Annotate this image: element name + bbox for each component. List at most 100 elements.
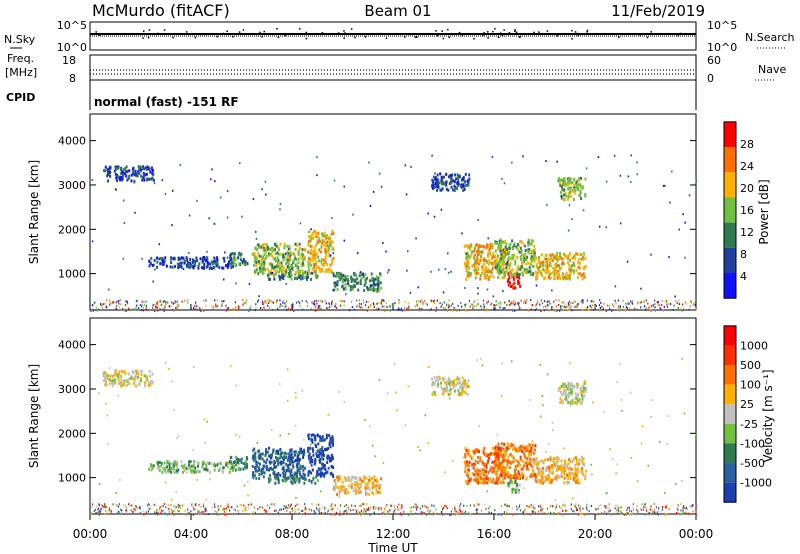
echo-cell xyxy=(345,277,348,281)
echo-cell xyxy=(517,461,520,465)
echo-cell xyxy=(520,474,523,478)
echo-cell xyxy=(686,507,688,510)
echo-cell xyxy=(488,456,491,460)
echo-cell xyxy=(211,506,213,509)
echo-cell xyxy=(399,513,401,516)
echo-cell xyxy=(374,283,377,287)
echo-cell xyxy=(116,166,119,170)
echo-cell xyxy=(254,257,257,261)
echo-cell xyxy=(271,453,274,457)
echo-cell xyxy=(173,513,175,516)
echo-cell xyxy=(262,271,265,275)
echo-cell xyxy=(236,460,239,464)
echo-cell xyxy=(302,456,305,460)
echo-cell xyxy=(474,261,477,265)
echo-cell xyxy=(380,308,382,311)
echo-cell xyxy=(541,302,544,305)
echo-cell xyxy=(282,471,285,475)
echo-cell xyxy=(175,306,177,309)
echo-cell xyxy=(572,255,575,259)
echo-cell xyxy=(303,255,306,259)
echo-cell xyxy=(329,456,332,460)
echo-cell xyxy=(528,449,531,453)
echo-cell xyxy=(91,503,94,506)
echo-cell xyxy=(508,266,511,270)
echo-cell xyxy=(576,477,579,481)
echo-cell xyxy=(151,467,154,471)
echo-cell xyxy=(410,510,412,513)
echo-cell xyxy=(421,308,423,311)
echo-cell xyxy=(675,511,678,514)
echo-cell xyxy=(426,303,429,306)
echo-cell xyxy=(458,508,460,511)
echo-cell xyxy=(239,504,241,507)
echo-cell xyxy=(181,504,183,507)
echo-cell xyxy=(294,505,296,508)
xtick-label: 12:00 xyxy=(376,527,411,541)
echo-cell xyxy=(311,459,314,463)
echo-cell xyxy=(302,452,305,456)
echo-cell xyxy=(257,299,259,302)
echo-cell xyxy=(573,185,576,189)
nsky-point xyxy=(416,36,418,38)
echo-cell xyxy=(205,463,208,467)
echo-cell xyxy=(331,246,334,250)
echo-cell xyxy=(131,369,134,373)
echo-cell xyxy=(104,503,106,506)
nsky-point xyxy=(263,30,265,33)
echo-cell xyxy=(270,247,273,251)
echo-cell xyxy=(343,486,346,490)
echo-cell xyxy=(423,512,425,515)
echo-cell xyxy=(549,309,551,312)
echo-cell xyxy=(532,239,535,243)
echo-cell xyxy=(102,506,104,509)
echo-cell xyxy=(307,262,310,266)
echo-cell xyxy=(279,275,282,279)
echo-cell xyxy=(515,245,518,249)
echo-cell xyxy=(522,259,525,263)
echo-cell xyxy=(473,246,476,250)
echo-cell xyxy=(294,242,297,246)
echo-cell xyxy=(401,309,403,312)
echo-cell xyxy=(91,240,94,243)
echo-cell xyxy=(393,505,396,508)
echo-cell xyxy=(466,256,469,260)
echo-cell xyxy=(540,271,543,275)
echo-cell xyxy=(283,242,286,246)
echo-cell xyxy=(301,450,304,454)
echo-cell xyxy=(196,462,199,466)
echo-cell xyxy=(474,479,477,483)
echo-cell xyxy=(431,180,434,184)
echo-cell xyxy=(327,466,330,470)
echo-cell xyxy=(297,250,300,254)
echo-cell xyxy=(528,457,531,461)
echo-cell xyxy=(494,307,497,310)
echo-cell xyxy=(487,262,490,266)
echo-cell xyxy=(518,476,521,480)
echo-cell xyxy=(217,304,219,307)
echo-cell xyxy=(549,455,552,459)
echo-cell xyxy=(563,193,566,197)
echo-cell xyxy=(507,257,510,261)
echo-cell xyxy=(514,262,517,266)
echo-cell xyxy=(457,180,460,184)
echo-cell xyxy=(546,301,548,304)
echo-cell xyxy=(188,463,191,467)
echo-cell xyxy=(299,270,302,274)
echo-cell xyxy=(568,268,571,272)
echo-cell xyxy=(567,229,570,232)
echo-cell xyxy=(605,506,607,509)
echo-cell xyxy=(290,480,293,484)
echo-cell xyxy=(574,300,576,303)
echo-cell xyxy=(566,197,569,201)
echo-cell xyxy=(545,253,548,257)
echo-cell xyxy=(136,174,139,178)
echo-cell xyxy=(286,255,289,259)
echo-cell xyxy=(490,270,493,274)
echo-cell xyxy=(378,282,381,286)
echo-cell xyxy=(289,511,291,514)
echo-cell xyxy=(163,467,166,471)
echo-cell xyxy=(513,309,516,312)
echo-cell xyxy=(379,484,382,488)
echo-cell xyxy=(432,511,434,514)
